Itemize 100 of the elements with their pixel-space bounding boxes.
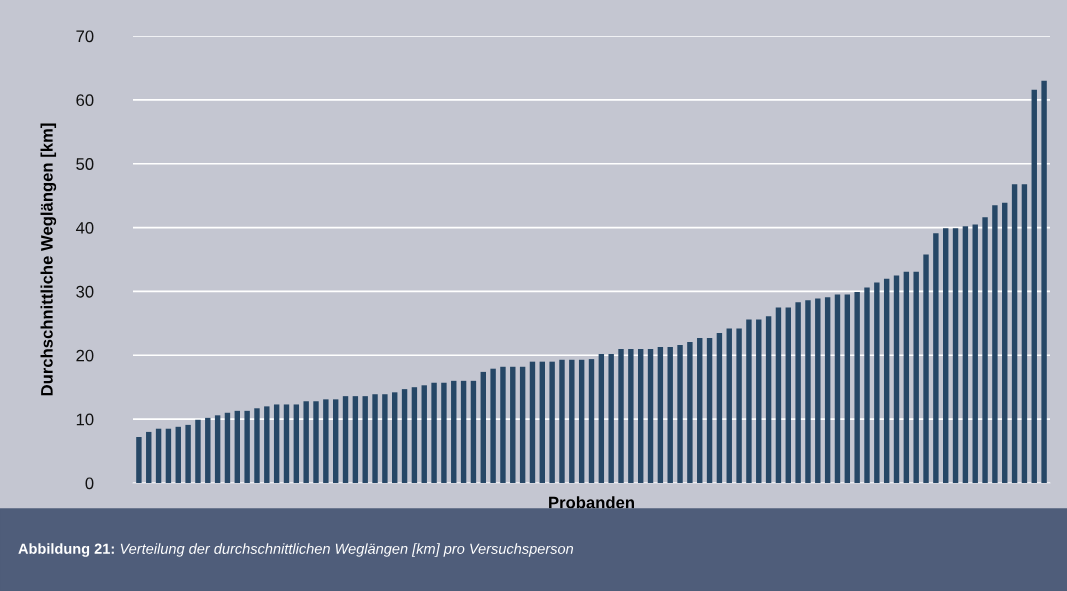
y-tick-label: 70	[76, 30, 94, 43]
y-tick-label: 20	[76, 349, 94, 362]
bar	[136, 437, 142, 483]
bar	[510, 366, 516, 483]
bar	[244, 410, 250, 483]
bar	[933, 233, 939, 483]
bar	[795, 302, 801, 483]
bar	[1031, 89, 1037, 483]
bar	[903, 271, 910, 483]
x-axis-title: Probanden	[549, 496, 634, 509]
bar	[549, 361, 555, 483]
bar	[352, 396, 359, 483]
bar	[332, 399, 339, 483]
bar	[421, 385, 427, 483]
y-tick-label: 50	[76, 158, 94, 170]
bar	[500, 366, 506, 483]
bar	[323, 399, 329, 483]
bar	[844, 294, 851, 483]
bar	[982, 217, 988, 483]
bar	[647, 348, 654, 483]
bar	[480, 371, 486, 483]
bar	[362, 396, 368, 483]
bar	[785, 307, 791, 483]
bar	[431, 382, 437, 483]
bar	[883, 278, 890, 483]
bar	[893, 275, 900, 483]
bar	[697, 338, 703, 483]
bar	[146, 431, 152, 483]
bar	[254, 408, 260, 483]
bar	[805, 300, 811, 483]
bar	[155, 428, 162, 483]
bar	[775, 307, 782, 483]
bar	[657, 346, 664, 483]
bar	[264, 406, 270, 483]
bar	[569, 359, 575, 483]
bar	[962, 226, 969, 483]
bar	[854, 292, 860, 483]
bar	[923, 254, 929, 483]
y-tick-label: 60	[76, 94, 94, 107]
bar	[608, 354, 614, 483]
y-tick-label: 0	[85, 477, 94, 490]
bar	[628, 348, 634, 483]
bar	[677, 345, 683, 483]
bar	[824, 297, 831, 483]
bar	[224, 412, 231, 483]
bar	[913, 271, 919, 483]
bar	[529, 361, 536, 483]
bar	[1041, 80, 1047, 483]
text: Verteilung der durchschnittlichen Weglängen [km] pro Versuchsperson	[120, 543, 574, 557]
text: Abbildung 21:	[18, 543, 114, 557]
bar	[864, 287, 870, 483]
bar	[1002, 202, 1008, 483]
y-tick-label: 30	[76, 285, 94, 298]
bar	[214, 415, 221, 483]
bar	[273, 404, 280, 483]
bar	[490, 368, 496, 483]
bar	[451, 380, 457, 483]
bar	[815, 298, 821, 483]
bar	[746, 319, 752, 483]
bar	[234, 410, 240, 483]
bar	[588, 359, 595, 483]
bar	[559, 359, 565, 483]
bar	[736, 328, 742, 483]
bar	[441, 382, 447, 483]
bar	[195, 419, 201, 483]
bar	[372, 394, 378, 483]
bar	[313, 401, 319, 483]
bar	[165, 428, 172, 483]
bar	[834, 294, 841, 483]
bar	[539, 361, 546, 483]
bar	[470, 380, 477, 483]
bar	[726, 328, 732, 483]
bar	[716, 332, 723, 483]
y-axis-title: Durchschnittliche Weglängen [km]	[40, 123, 57, 396]
bar	[756, 319, 762, 483]
bar	[618, 348, 624, 483]
bar	[519, 366, 526, 483]
bar	[283, 404, 290, 483]
bar	[637, 348, 644, 483]
bar	[972, 224, 978, 483]
bar	[598, 354, 605, 483]
y-tick-label: 40	[75, 221, 94, 234]
bar	[411, 387, 418, 483]
bar	[874, 282, 880, 483]
bar	[293, 404, 300, 483]
bar	[1021, 184, 1028, 483]
bar	[687, 341, 693, 483]
bar	[952, 228, 959, 483]
bar	[943, 228, 949, 483]
bar	[1011, 184, 1018, 483]
y-tick-label: 10	[76, 413, 94, 426]
bar	[578, 359, 585, 483]
bar	[765, 316, 772, 483]
bar	[382, 394, 388, 483]
bar	[175, 426, 181, 483]
bar	[706, 338, 713, 483]
bar	[460, 380, 467, 483]
bar	[392, 392, 398, 483]
bar	[185, 424, 191, 483]
bar	[342, 396, 349, 483]
